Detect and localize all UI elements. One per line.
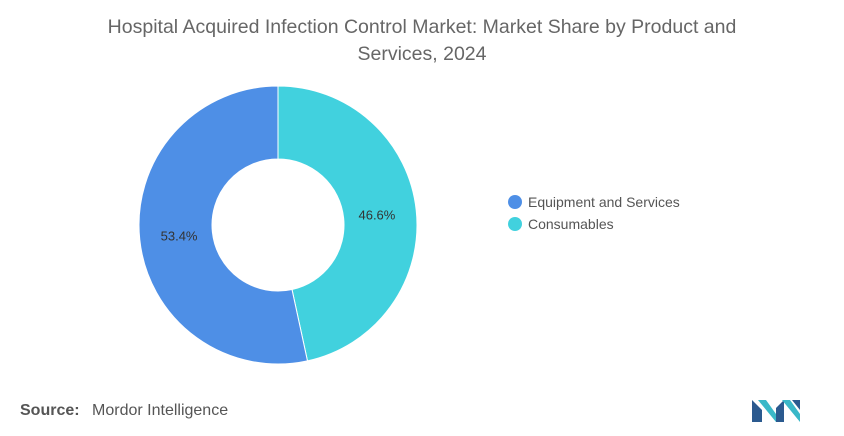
source-text: Mordor Intelligence <box>92 402 229 419</box>
legend-swatch-equipment-and-services <box>508 195 522 209</box>
donut-slice-consumables[interactable] <box>277 85 418 362</box>
chart-title: Hospital Acquired Infection Control Mark… <box>40 14 804 68</box>
legend-item-equipment-and-services[interactable]: Equipment and Services <box>508 191 680 213</box>
legend-item-consumables[interactable]: Consumables <box>508 213 680 235</box>
data-label-equipment-and-services: 53.4% <box>161 229 198 244</box>
source-label: Source: <box>20 402 80 419</box>
source-note: Source: Mordor Intelligence <box>20 402 228 420</box>
chart-title-line-1: Hospital Acquired Infection Control Mark… <box>107 16 737 38</box>
chart-legend: Equipment and Services Consumables <box>508 191 680 235</box>
donut-slice-equipment-and-services[interactable] <box>138 85 309 365</box>
chart-title-line-2: Services, 2024 <box>357 43 487 65</box>
mordor-intelligence-logo-icon <box>752 400 800 422</box>
legend-label-consumables: Consumables <box>528 216 614 232</box>
legend-label-equipment-and-services: Equipment and Services <box>528 194 680 210</box>
legend-swatch-consumables <box>508 217 522 231</box>
data-label-consumables: 46.6% <box>358 207 395 222</box>
